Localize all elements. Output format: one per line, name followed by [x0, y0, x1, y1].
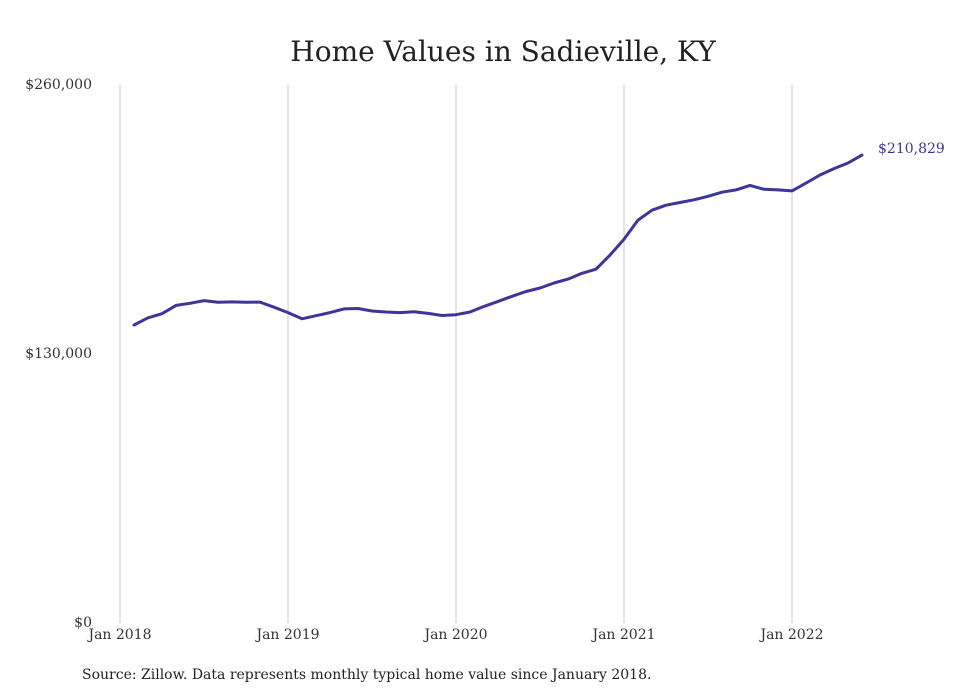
source-note: Source: Zillow. Data represents monthly …: [82, 667, 652, 683]
end-value-label: $210,829: [878, 141, 945, 157]
x-tick-label: Jan 2018: [86, 627, 151, 643]
x-axis-ticks: Jan 2018 Jan 2019 Jan 2020 Jan 2021 Jan 2022: [86, 627, 823, 643]
x-tick-label: Jan 2020: [422, 627, 487, 643]
series-line: [132, 153, 864, 327]
x-tick-label: Jan 2021: [590, 627, 655, 643]
y-tick-label: $130,000: [25, 346, 92, 362]
y-tick-label: $260,000: [25, 77, 92, 93]
x-tick-label: Jan 2019: [254, 627, 319, 643]
y-axis-ticks: $0 $130,000 $260,000: [25, 77, 92, 631]
gridlines: [119, 85, 793, 623]
y-tick-label: $0: [74, 615, 92, 631]
series-layer: $210,829: [132, 141, 945, 327]
chart-title: Home Values in Sadieville, KY: [290, 35, 716, 68]
x-tick-label: Jan 2022: [758, 627, 823, 643]
